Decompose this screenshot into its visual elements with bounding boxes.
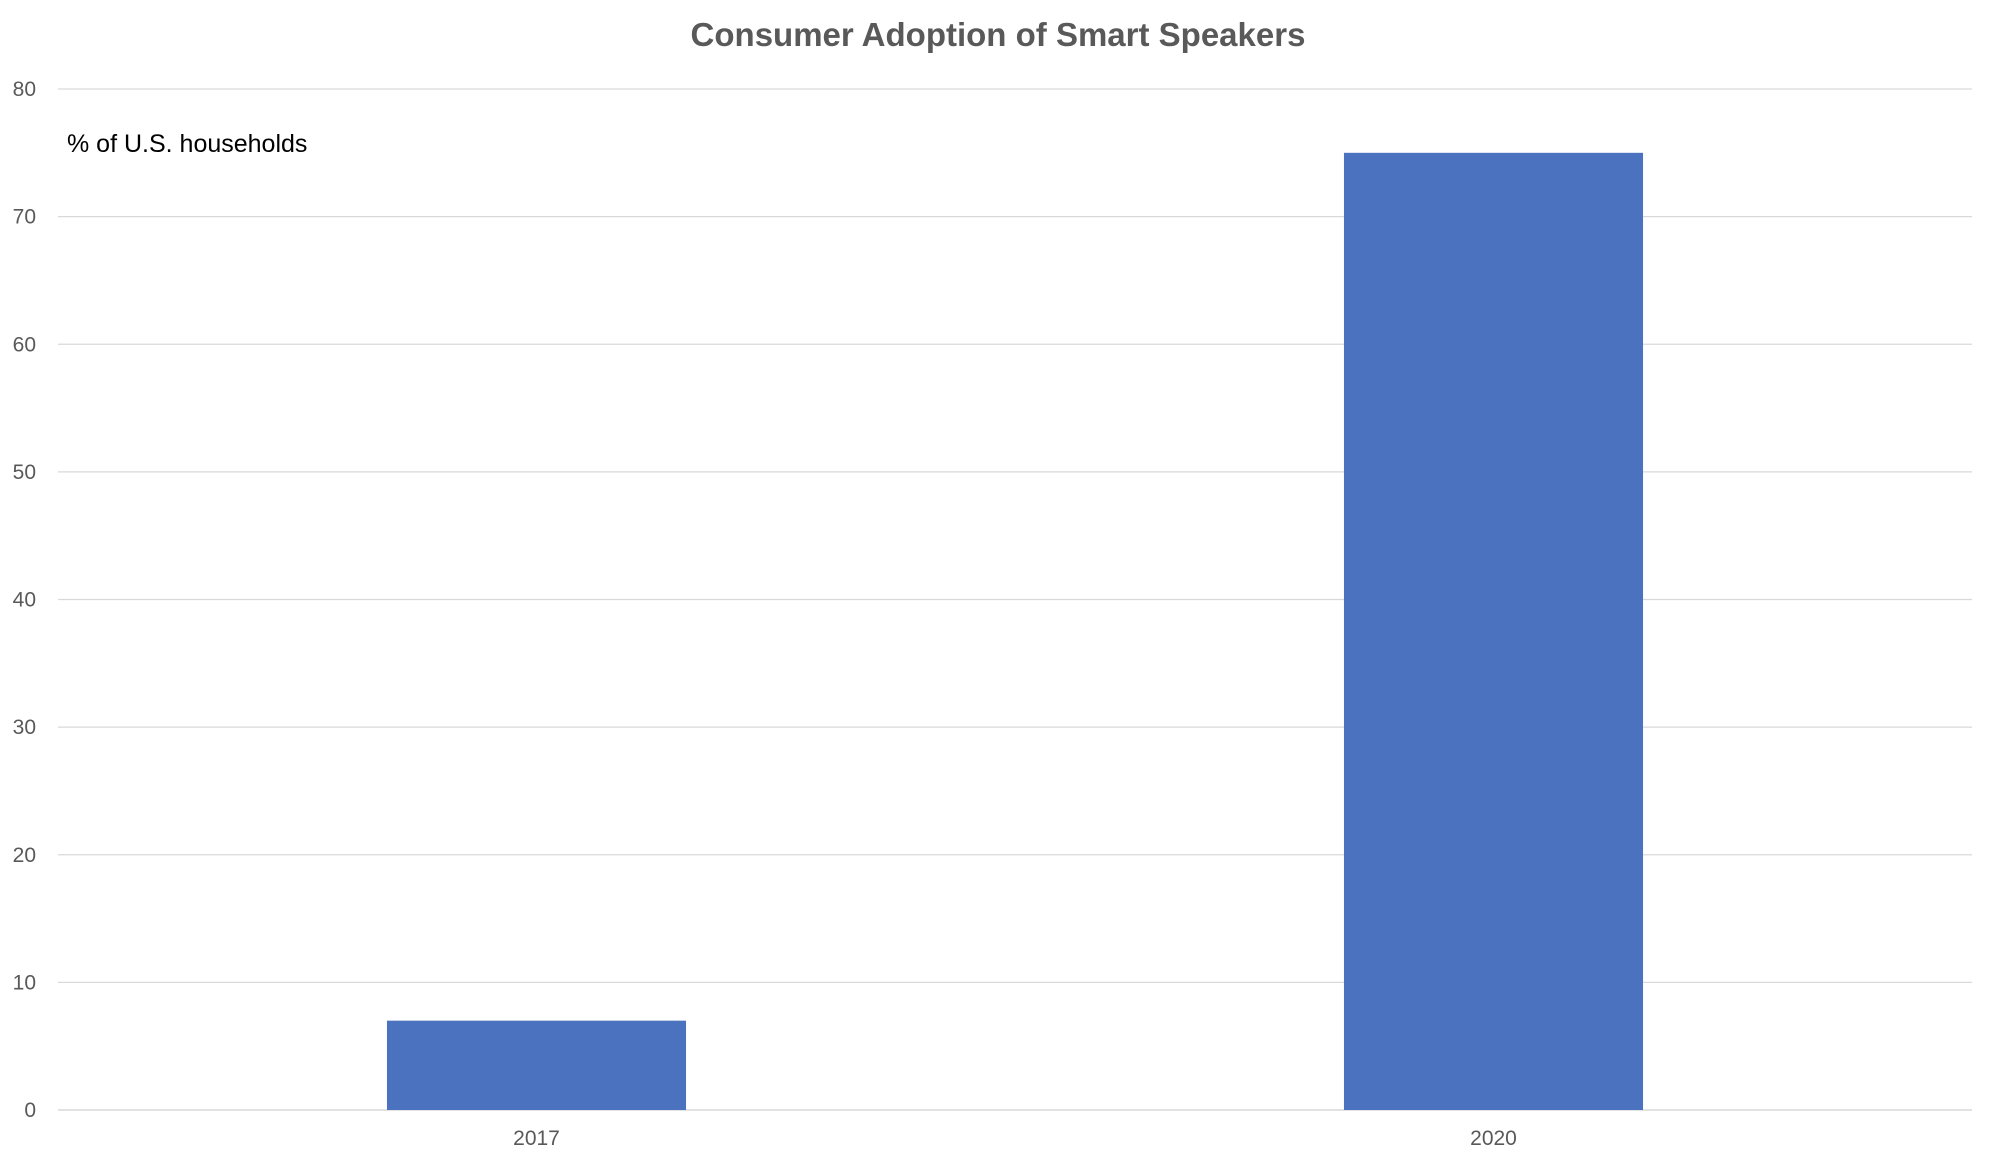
y-axis-ticks: 0 10 20 30 40 50 60 70 80 (13, 78, 36, 1122)
y-tick-label: 20 (13, 844, 36, 867)
x-tick-label: 2017 (513, 1127, 560, 1150)
y-tick-label: 70 (13, 206, 36, 229)
y-tick-label: 60 (13, 333, 36, 356)
y-tick-label: 80 (13, 78, 36, 101)
chart-title: Consumer Adoption of Smart Speakers (691, 16, 1306, 53)
bar-2017 (386, 1020, 687, 1110)
unit-label: % of U.S. households (67, 130, 307, 158)
x-axis-ticks: 2017 2020 (513, 1127, 1517, 1150)
y-tick-label: 30 (13, 716, 36, 739)
y-tick-label: 10 (13, 971, 36, 994)
bar-2020 (1343, 152, 1644, 1110)
gridlines (58, 88, 1972, 1111)
y-tick-label: 0 (24, 1099, 36, 1122)
bars (386, 152, 1644, 1110)
y-tick-label: 40 (13, 589, 36, 612)
y-tick-label: 50 (13, 461, 36, 484)
x-tick-label: 2020 (1470, 1127, 1517, 1150)
